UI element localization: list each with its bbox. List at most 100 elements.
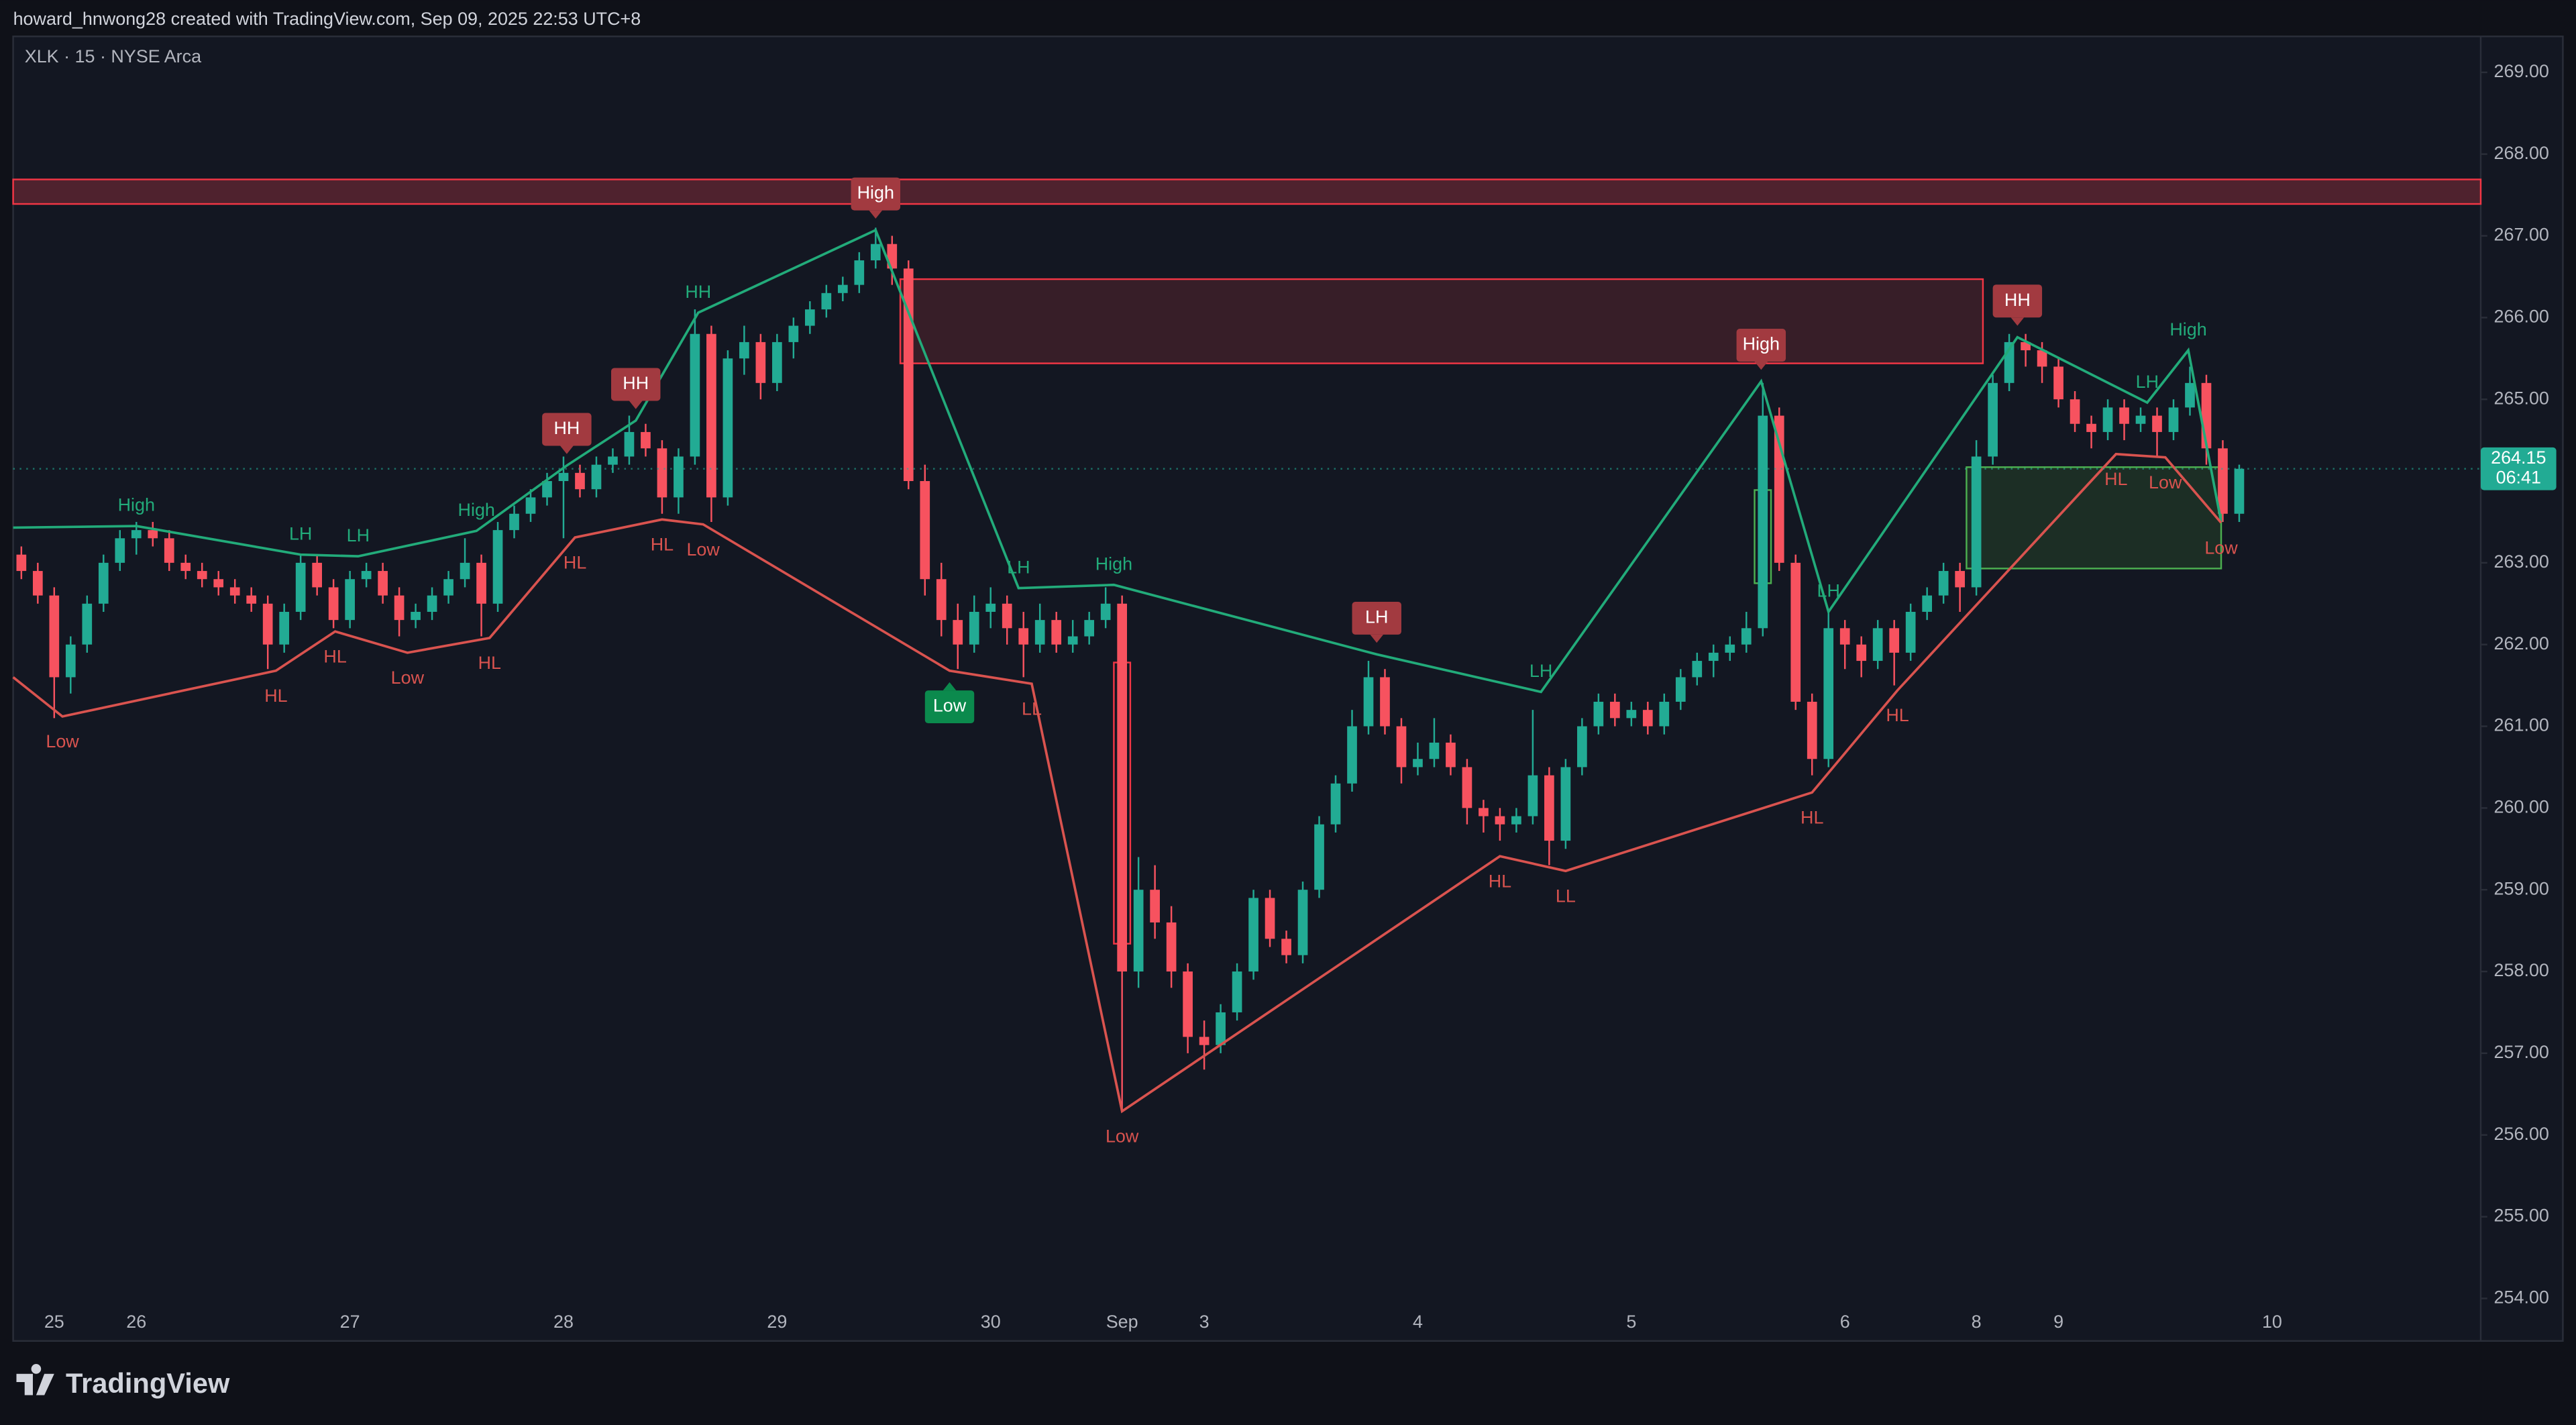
x-tick-label: 3 (1199, 1312, 1210, 1332)
candle-body (1610, 701, 1620, 719)
pivot-label: LL (1022, 698, 1042, 719)
candle-body (1100, 603, 1111, 621)
candle-body (1216, 1012, 1226, 1045)
candle-body (427, 595, 437, 612)
x-tick-label: Sep (1106, 1312, 1138, 1332)
candle-body (969, 611, 979, 645)
y-tick-label: 255.00 (2494, 1206, 2549, 1226)
pivot-box (542, 413, 592, 446)
pivot-label: LH (1817, 581, 1840, 601)
candle-body (1839, 628, 1850, 645)
candle-body (985, 603, 996, 612)
pane (12, 36, 2564, 1342)
candle-body (2168, 407, 2179, 432)
candle-body (1872, 628, 1883, 662)
x-tick-label: 8 (1972, 1312, 1982, 1332)
y-tick-label: 263.00 (2494, 551, 2549, 572)
candle-body (378, 571, 388, 596)
candle-body (920, 481, 930, 580)
candle-body (1955, 571, 1965, 588)
pivot-label: LH (1529, 661, 1552, 681)
pivot-label: LH (289, 523, 312, 543)
credit: howard_hnwong28 created with TradingView… (13, 9, 641, 29)
candle-body (1232, 971, 1242, 1012)
zigzag-red (12, 452, 2222, 1114)
y-tick-label: 259.00 (2494, 878, 2549, 898)
candle-body (98, 562, 109, 604)
candle-body (558, 472, 569, 482)
candle-body (542, 481, 552, 498)
y-tick-label: 265.00 (2494, 388, 2549, 408)
candle-body (1133, 890, 1144, 972)
candle-body (805, 309, 815, 326)
candle-body (1281, 939, 1291, 955)
x-tick-label: 6 (1840, 1312, 1850, 1332)
candle-body (246, 595, 257, 604)
x-tick-label: 26 (126, 1312, 146, 1332)
candle-body (460, 562, 470, 580)
candle-body (229, 587, 240, 596)
candle-body (591, 464, 602, 490)
candle-body (2135, 415, 2146, 424)
logo-icon (16, 1364, 54, 1395)
pivot-box (611, 368, 661, 401)
candle-body (1084, 620, 1095, 637)
candle-body (279, 611, 290, 645)
candle-body (148, 530, 158, 539)
candle-body (82, 603, 93, 645)
candle-body (1034, 620, 1045, 645)
candle-body (1856, 644, 1867, 662)
candle-body (492, 530, 503, 604)
y-tick-label: 267.00 (2494, 225, 2549, 245)
candle-body (1790, 562, 1801, 702)
candle-body (197, 571, 207, 580)
pivot-label: High (2169, 319, 2206, 339)
candle-body (312, 562, 322, 588)
pivot-pointer (629, 401, 643, 409)
y-tick-label: 260.00 (2494, 796, 2549, 816)
pivot-label: High (857, 182, 894, 203)
candle-body (509, 513, 519, 531)
candle-body (2086, 423, 2096, 432)
zigzag-green (13, 228, 2222, 694)
zone (1966, 466, 2222, 570)
candle-body (1199, 1037, 1210, 1045)
pivot-pointer (2010, 317, 2025, 326)
candle-body (2053, 366, 2063, 400)
pivot-label: HH (623, 373, 649, 393)
pivot-label: HL (2104, 469, 2127, 489)
candle-body (1708, 652, 1719, 662)
pivot-pointer (560, 445, 574, 454)
pivot-label: HL (478, 653, 501, 673)
candle-body (2070, 399, 2080, 424)
pivot-label: HL (1489, 872, 1511, 892)
y-tick-label: 256.00 (2494, 1124, 2549, 1144)
x-tick-label: 29 (767, 1312, 787, 1332)
x-tick-label: 25 (44, 1312, 64, 1332)
y-tick-label: 268.00 (2494, 143, 2549, 163)
candle-body (1150, 890, 1160, 922)
candle-body (1067, 636, 1078, 645)
candle-body (936, 579, 947, 621)
pivot-pointer (943, 682, 957, 691)
candle-body (1922, 595, 1932, 612)
candle-body (476, 562, 486, 604)
y-tick-label: 254.00 (2494, 1287, 2549, 1307)
candle-body (394, 595, 405, 621)
candle-body (1330, 783, 1341, 825)
candle-body (1971, 456, 1982, 588)
candle-body (2218, 448, 2228, 514)
x-tick-label: 5 (1626, 1312, 1636, 1332)
candle-body (608, 456, 618, 465)
pivot-label: High (1743, 334, 1780, 354)
x-tick-label: 4 (1413, 1312, 1423, 1332)
candle-body (1018, 628, 1029, 645)
candle-body (1905, 611, 1916, 653)
pivot-pointer (1370, 634, 1384, 643)
pivot-box (1736, 329, 1786, 362)
candle-body (772, 341, 782, 383)
candle-body (2185, 382, 2195, 408)
candle-body (2037, 350, 2047, 367)
candle-body (1314, 824, 1324, 890)
candle-body (1544, 775, 1554, 841)
